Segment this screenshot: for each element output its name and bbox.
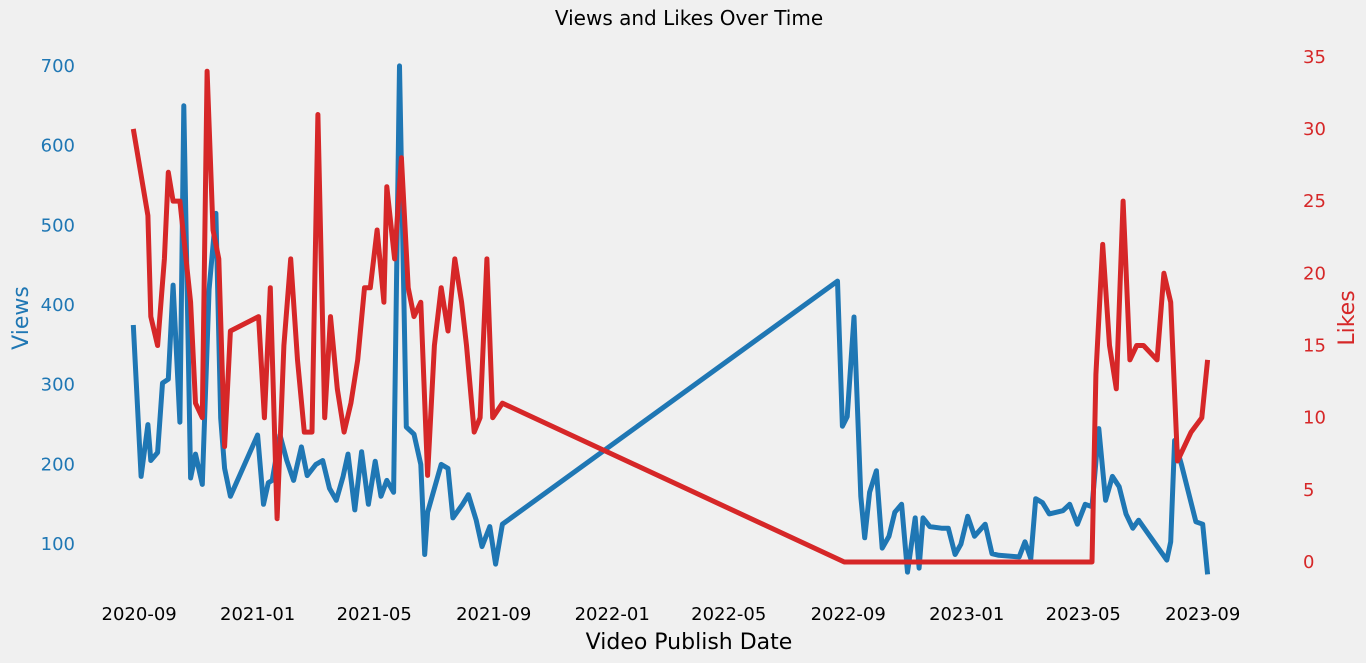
x-tick-label: 2023-01 xyxy=(929,604,1004,625)
y-left-tick-label: 200 xyxy=(41,454,75,475)
y-right-tick-label: 15 xyxy=(1303,335,1326,356)
y-left-tick-label: 400 xyxy=(41,295,75,316)
y-right-tick-label: 5 xyxy=(1303,480,1314,501)
x-axis-title: Video Publish Date xyxy=(586,630,793,655)
x-tick-label: 2022-05 xyxy=(691,604,766,625)
x-tick-label: 2023-05 xyxy=(1046,604,1121,625)
x-tick-label: 2021-01 xyxy=(220,604,295,625)
y-right-tick-label: 10 xyxy=(1303,408,1326,429)
x-tick-label: 2022-09 xyxy=(811,604,886,625)
x-tick-label: 2022-01 xyxy=(575,604,650,625)
chart-title: Views and Likes Over Time xyxy=(555,6,823,30)
y-left-tick-label: 300 xyxy=(41,375,75,396)
x-tick-label: 2021-09 xyxy=(456,604,531,625)
x-tick-label: 2020-09 xyxy=(102,604,177,625)
y-left-tick-label: 500 xyxy=(41,215,75,236)
y-right-tick-label: 20 xyxy=(1303,263,1326,284)
y-left-tick-label: 100 xyxy=(41,534,75,555)
x-tick-label: 2023-09 xyxy=(1165,604,1240,625)
y-axis-left-ticks: 100 200 300 400 500 600 700 xyxy=(41,56,75,555)
y-axis-title-left: Views xyxy=(9,286,34,350)
y-left-tick-label: 700 xyxy=(41,56,75,77)
views-series-line xyxy=(130,63,1211,575)
x-axis-ticks: 2020-09 2021-01 2021-05 2021-09 2022-01 2022-… xyxy=(102,604,1241,625)
y-right-tick-label: 0 xyxy=(1303,552,1314,573)
x-tick-label: 2021-05 xyxy=(337,604,412,625)
y-right-tick-label: 30 xyxy=(1303,119,1326,140)
y-axis-right-ticks: 0 5 10 15 20 25 30 35 xyxy=(1303,47,1326,573)
y-right-tick-label: 35 xyxy=(1303,47,1326,68)
likes-series-line xyxy=(130,68,1211,565)
series-layer xyxy=(130,63,1211,575)
y-axis-title-right: Likes xyxy=(1335,290,1360,345)
y-right-tick-label: 25 xyxy=(1303,191,1326,212)
y-left-tick-label: 600 xyxy=(41,136,75,157)
